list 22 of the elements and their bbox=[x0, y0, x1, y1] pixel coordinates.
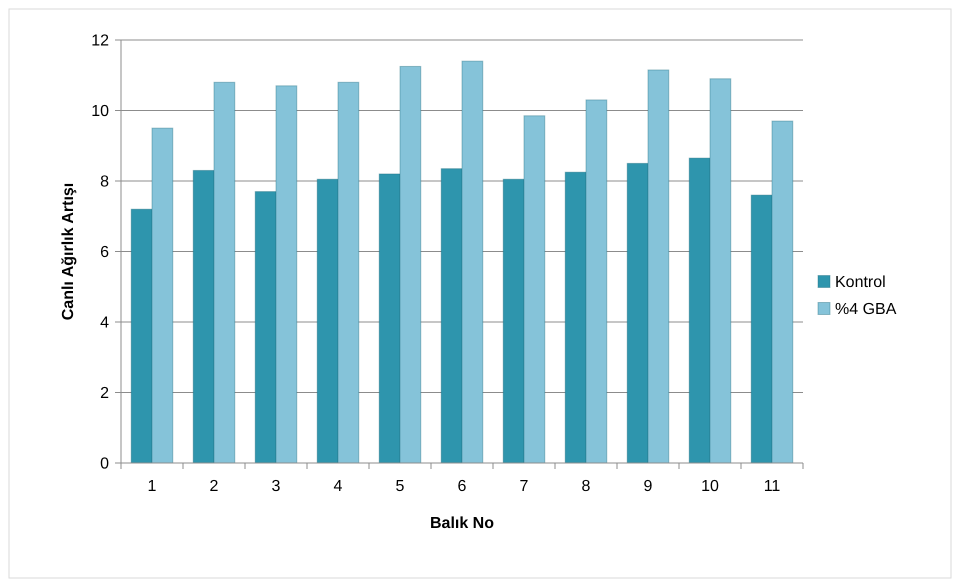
y-tick-label: 10 bbox=[91, 103, 110, 120]
x-tick-label: 5 bbox=[396, 478, 405, 495]
legend-label: Kontrol bbox=[835, 274, 886, 292]
y-tick-label: 4 bbox=[100, 314, 110, 332]
x-tick-label: 10 bbox=[701, 478, 719, 495]
y-tick-label: 2 bbox=[100, 385, 110, 402]
y-tick-label: 8 bbox=[100, 174, 110, 191]
x-tick-label: 1 bbox=[148, 478, 157, 495]
legend-label: %4 GBA bbox=[835, 301, 897, 318]
x-tick-label: 2 bbox=[210, 478, 219, 495]
x-axis-title: Balık No bbox=[430, 515, 494, 532]
x-tick-label: 9 bbox=[644, 478, 653, 495]
y-tick-label: 12 bbox=[91, 32, 110, 50]
y-tick-label: 6 bbox=[100, 244, 110, 262]
y-tick-label: 0 bbox=[100, 456, 110, 473]
x-tick-label: 3 bbox=[272, 478, 281, 495]
x-tick-label: 8 bbox=[582, 478, 591, 495]
x-tick-label: 7 bbox=[520, 478, 529, 495]
y-axis-title: Canlı Ağırlık Artışı bbox=[60, 182, 77, 320]
x-tick-label: 11 bbox=[764, 478, 780, 495]
x-tick-label: 4 bbox=[334, 478, 343, 495]
x-tick-label: 6 bbox=[458, 478, 467, 495]
